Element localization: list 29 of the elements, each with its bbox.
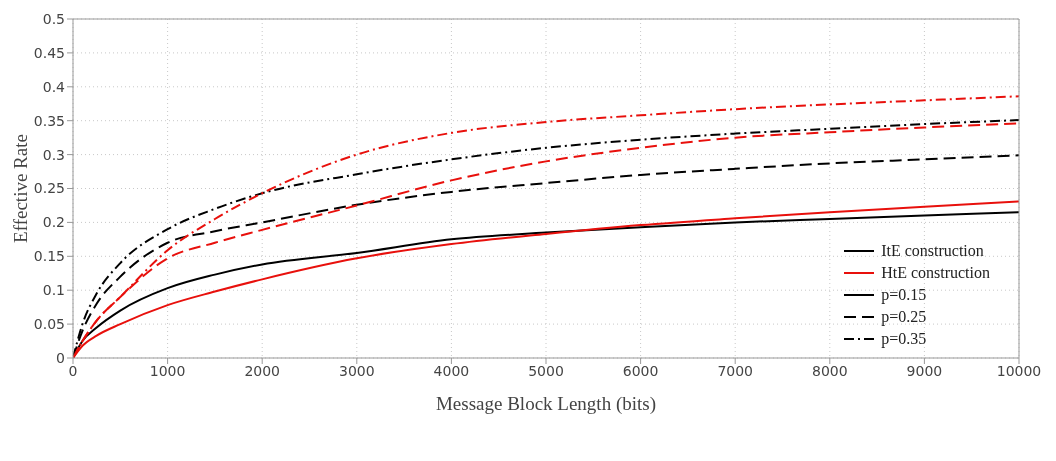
y-tick-label: 0 [56, 349, 65, 366]
y-tick-label: 0.5 [42, 10, 65, 27]
legend-label: HtE construction [881, 264, 990, 282]
legend-label: ItE construction [881, 242, 984, 260]
y-tick-label: 0.05 [33, 316, 65, 333]
x-tick-label: 5000 [528, 362, 564, 379]
x-tick-label: 7000 [717, 362, 754, 379]
y-tick-label: 0.3 [42, 146, 65, 163]
y-tick-label: 0.2 [42, 214, 65, 231]
x-tick-label: 6000 [622, 362, 659, 379]
y-tick-label: 0.1 [42, 282, 65, 299]
legend-label: p=0.35 [881, 330, 927, 348]
legend-label: p=0.15 [881, 286, 927, 304]
x-tick-label: 2000 [244, 362, 281, 379]
x-tick-label: 10000 [996, 362, 1042, 379]
y-axis-title: Effective Rate [9, 134, 31, 243]
x-tick-label: 0 [68, 362, 78, 379]
x-tick-label: 1000 [149, 362, 186, 379]
y-tick-label: 0.4 [42, 78, 66, 95]
x-tick-label: 8000 [811, 362, 848, 379]
x-axis-title: Message Block Length (bits) [435, 393, 657, 415]
y-tick-label: 0.15 [33, 248, 65, 265]
y-tick-label: 0.35 [33, 112, 65, 129]
y-tick-label: 0.25 [33, 180, 65, 197]
x-tick-label: 3000 [338, 362, 375, 379]
y-tick-label: 0.45 [33, 44, 65, 61]
x-tick-label: 9000 [906, 362, 943, 379]
legend-label: p=0.25 [881, 308, 927, 326]
x-tick-label: 4000 [433, 362, 470, 379]
